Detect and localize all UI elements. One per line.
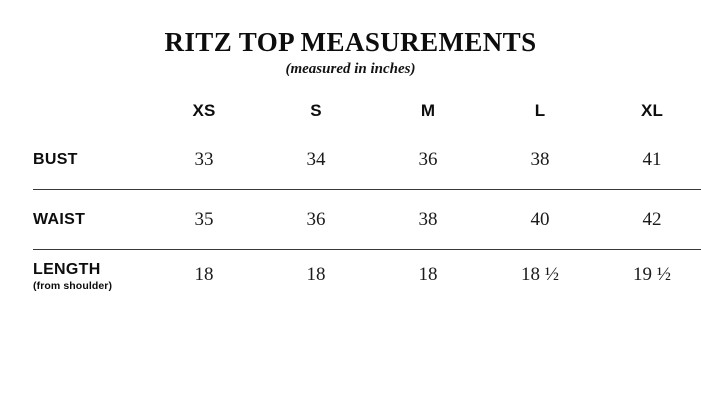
column-header-s: S [310, 101, 322, 120]
row-label-bust: BUST [0, 130, 148, 189]
horizontal-rule [33, 249, 701, 250]
row-label-length-text: LENGTH [33, 261, 101, 278]
cell-waist-l: 40 [530, 208, 550, 230]
cell-bust-xl: 41 [642, 148, 662, 170]
cell-length-xl: 19 ½ [633, 264, 671, 285]
cell-waist-xs: 35 [194, 208, 214, 230]
column-header-measurement [0, 92, 148, 130]
cell-waist-m: 38 [418, 208, 438, 230]
column-header-m: M [420, 101, 436, 120]
table-row: BUST 33 34 36 38 41 [0, 130, 701, 189]
cell-length-s: 18 [306, 264, 326, 285]
column-header-l: L [534, 101, 546, 120]
divider-cell [0, 189, 701, 190]
document-heading: RITZ TOP MEASUREMENTS (measured in inche… [0, 27, 701, 78]
divider-cell [0, 249, 701, 250]
horizontal-rule [33, 189, 701, 190]
cell-waist-s: 36 [306, 208, 326, 230]
table-header-row: XS S M L XL [0, 92, 701, 130]
row-label-length: LENGTH (from shoulder) [0, 250, 148, 330]
cell-bust-l: 38 [530, 148, 550, 170]
page-title: RITZ TOP MEASUREMENTS [164, 27, 537, 57]
row-label-bust-text: BUST [33, 151, 78, 168]
cell-length-l: 18 ½ [521, 264, 559, 285]
row-divider [0, 189, 701, 190]
row-divider [0, 249, 701, 250]
cell-bust-xs: 33 [194, 148, 214, 170]
column-header-xl: XL [640, 101, 664, 120]
column-header-xs: XS [192, 101, 216, 120]
row-sublabel-length: (from shoulder) [33, 280, 113, 292]
row-label-waist: WAIST [0, 190, 148, 249]
table-row: LENGTH (from shoulder) 18 18 18 18 ½ 19 … [0, 250, 701, 330]
cell-bust-m: 36 [418, 148, 438, 170]
cell-length-xs: 18 [194, 264, 214, 285]
cell-bust-s: 34 [306, 148, 326, 170]
page-subtitle: (measured in inches) [285, 61, 416, 77]
table-row: WAIST 35 36 38 40 42 [0, 190, 701, 249]
measurements-table: XS S M L XL BUST 33 34 36 38 41 [0, 92, 701, 330]
row-label-waist-text: WAIST [33, 211, 86, 228]
cell-waist-xl: 42 [642, 208, 662, 230]
cell-length-m: 18 [418, 264, 438, 285]
